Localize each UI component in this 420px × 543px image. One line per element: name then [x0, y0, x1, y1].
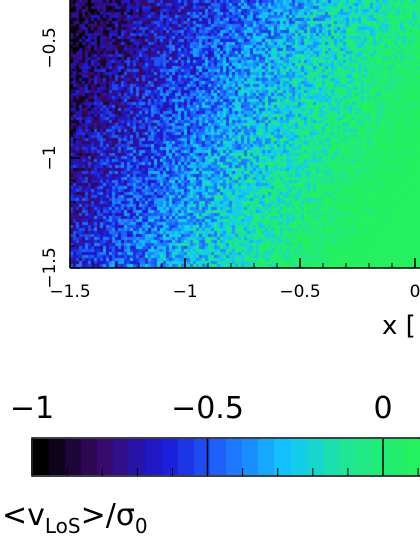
- x-axis: −1.5 −1 −0.5 0: [49, 258, 420, 302]
- heatmap-image: [70, 0, 420, 268]
- colorbar-image-holder: [33, 439, 420, 475]
- colorbar-tick-label: −0.5: [171, 391, 244, 426]
- y-tick-label: −1.5: [40, 247, 60, 288]
- x-tick-label: −0.5: [279, 282, 320, 302]
- colorbar-label: <vLoS>/σ0: [2, 498, 148, 538]
- y-axis: −1.5 −1 −0.5: [40, 0, 80, 289]
- x-tick-label: −1.5: [49, 282, 90, 302]
- x-axis-label: x [: [382, 311, 416, 341]
- y-tick-label: −0.5: [40, 27, 60, 68]
- colorbar-tick-label: −1: [10, 391, 54, 426]
- colorbar-ticks: [31, 439, 419, 476]
- colorbar-tick-label: 0: [373, 391, 392, 426]
- heatmap-image-holder: [70, 0, 420, 268]
- heatmap-panel: −1.5 −1 −0.5 0 −1.5 −1 −0.5 x [: [40, 0, 420, 341]
- colorbar-image: [33, 439, 420, 475]
- x-tick-label: −1: [172, 282, 197, 302]
- colorbar: −1 −0.5 0 <vLoS>/σ0: [2, 391, 420, 538]
- y-tick-label: −1: [40, 145, 60, 170]
- x-tick-label: 0: [410, 282, 420, 302]
- colorbar-tick-labels: −1 −0.5 0: [10, 391, 393, 426]
